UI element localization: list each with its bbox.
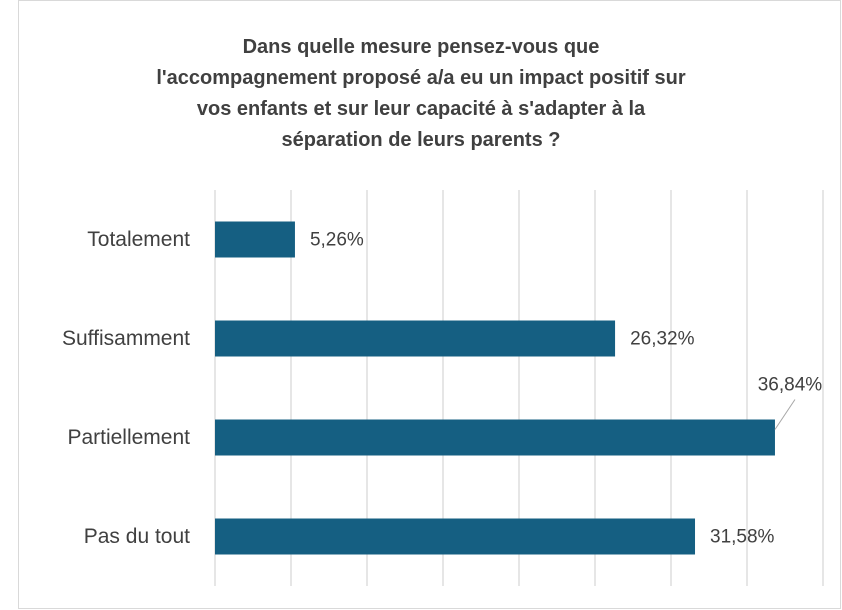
value-label: 5,26% <box>310 230 364 251</box>
value-label: 31,58% <box>710 527 775 548</box>
bar <box>215 320 616 357</box>
chart-title: Dans quelle mesure pensez-vous que l'acc… <box>156 36 686 151</box>
bar <box>215 419 775 456</box>
chart-frame <box>18 0 841 609</box>
y-tick-label: Pas du tout <box>84 525 190 548</box>
leader-line <box>774 399 796 430</box>
bar <box>215 221 295 258</box>
value-label: 36,84% <box>758 375 823 396</box>
value-label: 26,32% <box>630 329 695 350</box>
bar <box>215 518 696 555</box>
y-tick-label: Partiellement <box>67 426 190 449</box>
y-tick-label: Suffisamment <box>62 327 190 350</box>
y-tick-label: Totalement <box>87 228 190 251</box>
